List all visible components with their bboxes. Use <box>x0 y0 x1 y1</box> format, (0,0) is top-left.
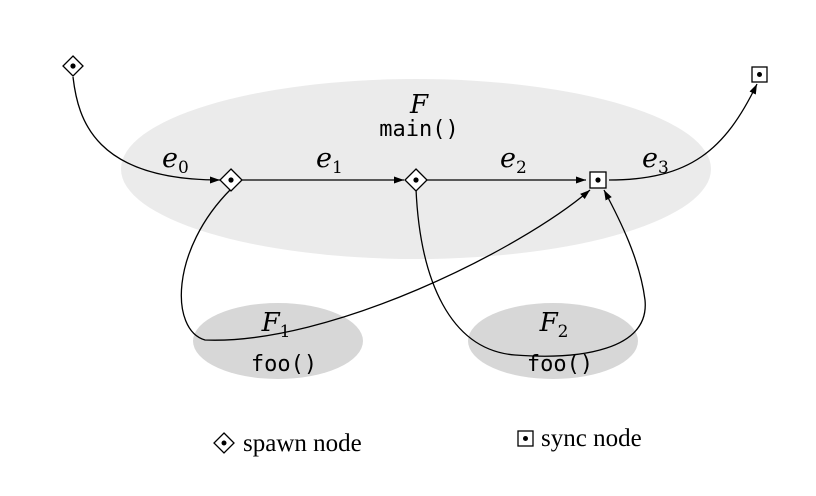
sync-node <box>589 171 607 189</box>
spawn-node-1 <box>219 168 243 192</box>
frame-main-func: main() <box>379 117 458 142</box>
spawn-node-2 <box>404 168 428 192</box>
edge-spawn-to-f1 <box>180 188 591 341</box>
edge-start-to-spawn1 <box>72 76 221 184</box>
edge-label-e2: e2 <box>500 143 527 178</box>
spawn-node-icon <box>213 432 235 454</box>
legend-sync: sync node <box>517 425 642 452</box>
edge-spawn-to-f2 <box>415 188 646 357</box>
frame-f2-name: F2 <box>539 308 569 342</box>
edge-label-e3: e3 <box>642 143 669 178</box>
edge-label-e1: e1 <box>316 143 343 178</box>
end-sync-node <box>751 66 768 83</box>
frame-f1-name: F1 <box>261 308 291 342</box>
frame-main-name: F <box>409 90 429 120</box>
sync-node-icon <box>517 430 534 447</box>
legend-spawn: spawn node <box>213 430 362 457</box>
start-spawn-node <box>62 55 84 77</box>
frame-f2-func: foo() <box>527 352 593 377</box>
legend-sync-label: sync node <box>541 425 642 452</box>
frame-f2-ellipse <box>468 303 638 379</box>
edge-e3 <box>608 83 758 181</box>
frame-f1-func: foo() <box>251 352 317 377</box>
edge-label-e0: e0 <box>162 143 189 178</box>
legend-spawn-label: spawn node <box>243 430 362 457</box>
frame-f1-ellipse <box>193 303 363 379</box>
